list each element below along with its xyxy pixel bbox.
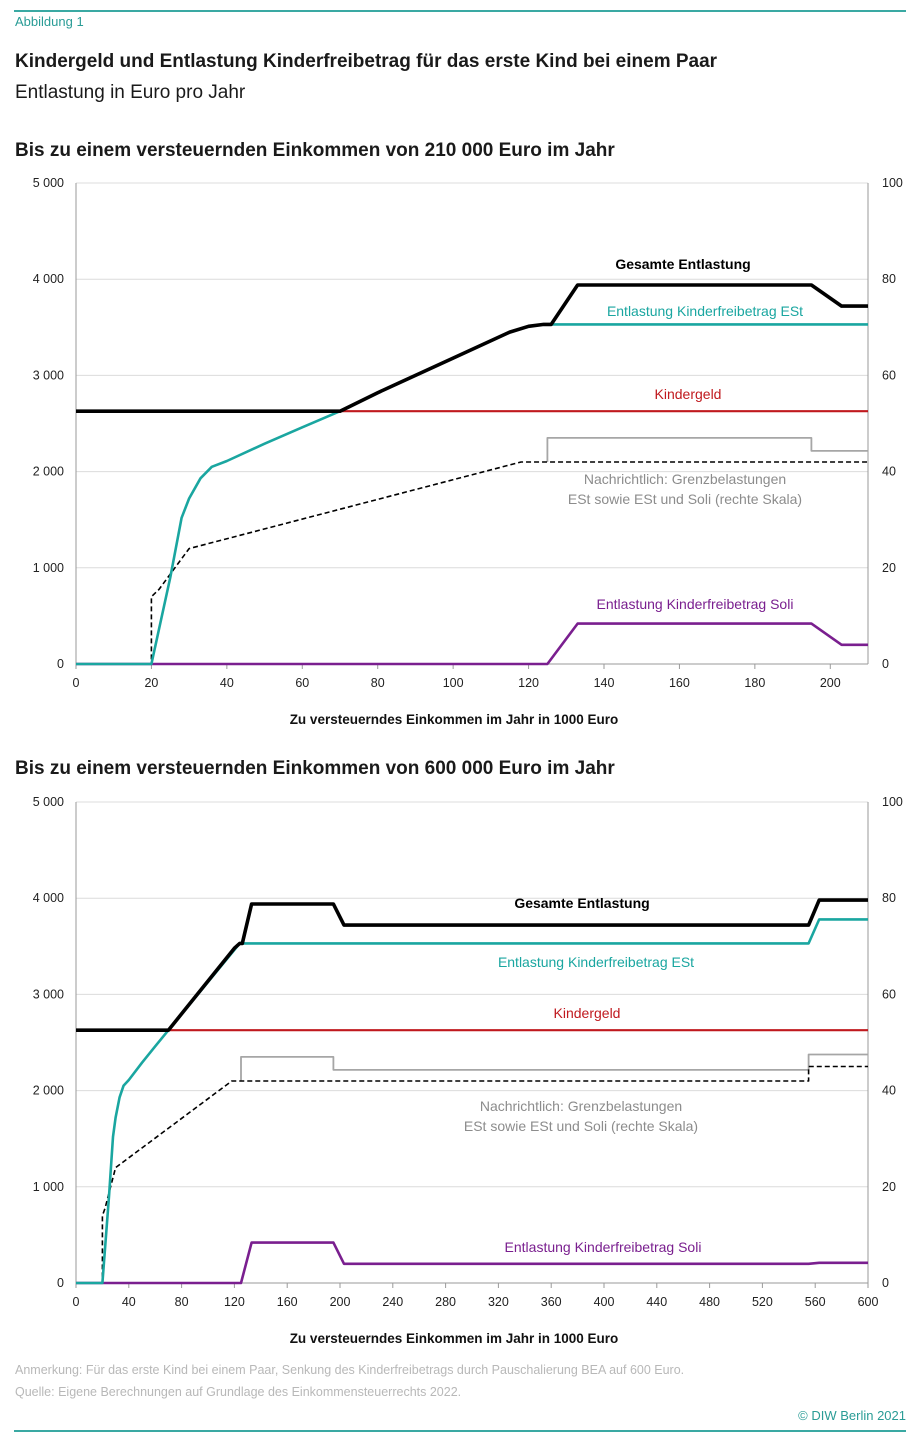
y2-tick-label: 40	[882, 1084, 896, 1098]
top-rule	[14, 10, 906, 12]
y-tick-label: 1 000	[33, 1180, 64, 1194]
series-label-est: Entlastung Kinderfreibetrag ESt	[498, 954, 694, 970]
x-tick-label: 160	[277, 1295, 298, 1309]
x-tick-label: 200	[820, 676, 841, 690]
x-tick-label: 280	[435, 1295, 456, 1309]
series-label-total: Gesamte Entlastung	[615, 256, 750, 272]
series-label-kindergeld: Kindergeld	[554, 1005, 621, 1021]
series-label-total: Gesamte Entlastung	[514, 895, 649, 911]
x-axis-title: Zu versteuerndes Einkommen im Jahr in 10…	[290, 1331, 619, 1346]
x-tick-label: 360	[541, 1295, 562, 1309]
x-tick-label: 20	[144, 676, 158, 690]
x-tick-label: 180	[744, 676, 765, 690]
y2-tick-label: 100	[882, 795, 903, 809]
chart-1-heading: Bis zu einem versteuernden Einkommen von…	[15, 140, 615, 161]
x-tick-label: 120	[518, 676, 539, 690]
x-tick-label: 400	[594, 1295, 615, 1309]
annotation-line: ESt sowie ESt und Soli (rechte Skala)	[464, 1118, 698, 1134]
x-tick-label: 80	[175, 1295, 189, 1309]
x-axis-title: Zu versteuerndes Einkommen im Jahr in 10…	[290, 712, 619, 727]
x-tick-label: 560	[805, 1295, 826, 1309]
series-label-est: Entlastung Kinderfreibetrag ESt	[607, 303, 803, 319]
x-tick-label: 600	[858, 1295, 879, 1309]
x-tick-label: 140	[594, 676, 615, 690]
series-line-est	[76, 918, 868, 1285]
chart-210k: 0 1 000 2 000 3 000 4 000 5 000 0 20 40 60 80 100 0 2…	[33, 176, 903, 727]
x-tick-label: 80	[371, 676, 385, 690]
x-tick-label: 200	[330, 1295, 351, 1309]
y2-tick-label: 60	[882, 987, 896, 1001]
y2-tick-label: 60	[882, 368, 896, 382]
x-tick-label: 100	[443, 676, 464, 690]
y2-tick-label: 0	[882, 657, 889, 671]
x-tick-label: 440	[646, 1295, 667, 1309]
y-tick-label: 0	[57, 657, 64, 671]
x-tick-label: 520	[752, 1295, 773, 1309]
y-tick-label: 0	[57, 1276, 64, 1290]
series-label-kindergeld: Kindergeld	[655, 386, 722, 402]
note-text: Anmerkung: Für das erste Kind bei einem …	[15, 1363, 685, 1377]
y-tick-label: 4 000	[33, 891, 64, 905]
annotation-line: Nachrichtlich: Grenzbelastungen	[480, 1098, 682, 1114]
y2-tick-label: 100	[882, 176, 903, 190]
y-tick-label: 2 000	[33, 465, 64, 479]
chart-2-heading: Bis zu einem versteuernden Einkommen von…	[15, 758, 615, 779]
x-tick-label: 40	[122, 1295, 136, 1309]
figure-title: Kindergeld und Entlastung Kinderfreibetr…	[15, 51, 718, 72]
x-tick-label: 60	[295, 676, 309, 690]
series-label-soli: Entlastung Kinderfreibetrag Soli	[505, 1239, 702, 1255]
y-tick-label: 5 000	[33, 795, 64, 809]
x-tick-label: 0	[73, 1295, 80, 1309]
source-text: Quelle: Eigene Berechnungen auf Grundlag…	[15, 1385, 462, 1399]
series-line-soli	[76, 622, 868, 666]
y2-tick-label: 20	[882, 561, 896, 575]
annotation-line: Nachrichtlich: Grenzbelastungen	[584, 471, 786, 487]
figure-label: Abbildung 1	[15, 14, 84, 29]
series-line-soli	[76, 1241, 868, 1285]
y2-tick-label: 20	[882, 1180, 896, 1194]
chart-600k: 0 1 000 2 000 3 000 4 000 5 000 0 20 40 60 80 100 0 4…	[33, 795, 903, 1346]
figure-subtitle: Entlastung in Euro pro Jahr	[15, 82, 246, 103]
x-tick-label: 0	[73, 676, 80, 690]
x-tick-label: 40	[220, 676, 234, 690]
y-tick-label: 4 000	[33, 272, 64, 286]
series-line-total	[76, 898, 868, 1032]
series-line-total	[76, 283, 868, 413]
y2-tick-label: 80	[882, 272, 896, 286]
y-tick-label: 2 000	[33, 1084, 64, 1098]
y-tick-label: 3 000	[33, 987, 64, 1001]
x-tick-label: 160	[669, 676, 690, 690]
bottom-rule	[14, 1430, 906, 1432]
series-line-grenz_soli	[546, 436, 868, 462]
x-tick-label: 240	[382, 1295, 403, 1309]
y-tick-label: 3 000	[33, 368, 64, 382]
y2-tick-label: 0	[882, 1276, 889, 1290]
x-tick-label: 320	[488, 1295, 509, 1309]
y-tick-label: 5 000	[33, 176, 64, 190]
y-tick-label: 1 000	[33, 561, 64, 575]
series-line-grenz_soli	[240, 1053, 868, 1081]
copyright: © DIW Berlin 2021	[798, 1408, 906, 1423]
series-line-grenz_est	[76, 1065, 868, 1284]
x-tick-label: 480	[699, 1295, 720, 1309]
x-tick-label: 120	[224, 1295, 245, 1309]
annotation-line: ESt sowie ESt und Soli (rechte Skala)	[568, 491, 802, 507]
series-label-soli: Entlastung Kinderfreibetrag Soli	[597, 596, 794, 612]
y2-tick-label: 80	[882, 891, 896, 905]
y2-tick-label: 40	[882, 465, 896, 479]
